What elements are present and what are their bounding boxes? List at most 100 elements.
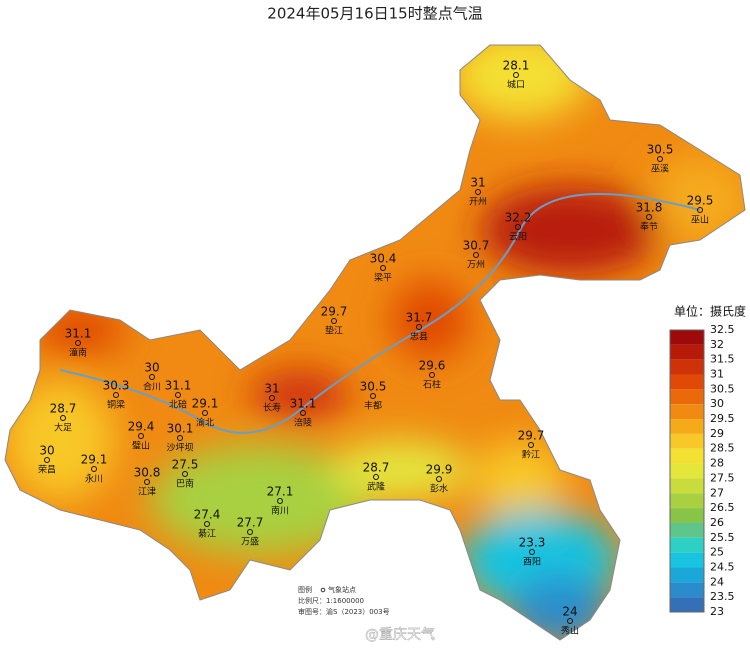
legend-label: 29.5 [710, 412, 735, 425]
station-marker [473, 252, 479, 258]
legend-swatch [670, 597, 704, 612]
station-value: 28.7 [50, 402, 77, 416]
legend-frame [669, 329, 705, 613]
station-value: 30.5 [360, 380, 387, 394]
station-marker [182, 471, 188, 477]
station-marker [515, 224, 521, 230]
legend-label: 23 [710, 605, 724, 618]
station-marker [429, 372, 435, 378]
legend-label: 25.5 [710, 531, 735, 544]
legend-label: 27.5 [710, 471, 735, 484]
station-name: 合川 [143, 381, 161, 393]
legend-swatch [670, 448, 704, 464]
station-name: 开州 [469, 197, 487, 208]
station-marker [144, 479, 150, 485]
station-marker [370, 393, 376, 399]
station-marker [657, 156, 663, 162]
legend-swatch [670, 344, 704, 360]
legend-station-icon [320, 587, 326, 593]
station-value: 27.4 [194, 508, 221, 522]
station-name: 酉阳 [523, 557, 541, 568]
station-value: 27.5 [172, 458, 199, 472]
station-marker [60, 415, 66, 421]
watermark: @重庆天气 [365, 627, 435, 643]
station-marker [175, 392, 181, 398]
station-value: 32.2 [505, 211, 532, 225]
station-marker [528, 442, 534, 448]
station-value: 30.3 [103, 379, 130, 393]
station-name: 潼南 [69, 347, 87, 359]
footnote-legend-label: 图例 [298, 585, 312, 594]
legend-swatch [670, 433, 704, 449]
station-marker [247, 529, 253, 535]
station-value: 31.1 [165, 379, 192, 393]
legend-label: 29 [710, 427, 724, 440]
station-marker [475, 189, 481, 195]
station-name: 梁平 [374, 272, 392, 284]
station-value: 29.9 [426, 463, 453, 477]
station-marker [331, 318, 337, 324]
station-name: 城口 [507, 80, 525, 91]
river [59, 193, 701, 434]
legend-label: 31 [710, 368, 724, 381]
station-marker [177, 435, 183, 441]
station-marker [416, 324, 422, 330]
station-name: 万州 [467, 260, 485, 271]
station-value: 30.8 [134, 466, 161, 480]
footnote-scale: 比例尺：1:1600000 [298, 596, 364, 605]
station-value: 27.1 [267, 485, 294, 499]
station-name: 巫山 [691, 215, 709, 226]
station-name: 垫江 [325, 325, 343, 337]
stations: 28.1 城口 30.5 巫溪 31 开州 29.5 巫山 32.2 云阳 31.8 奉节 30.7 万州… [38, 59, 713, 637]
station-value: 24 [562, 605, 577, 619]
legend-label: 24.5 [710, 560, 735, 573]
station-name: 巴南 [176, 478, 194, 490]
station-name: 荣昌 [38, 464, 56, 476]
legend-swatch [670, 582, 704, 598]
station-name: 南川 [271, 505, 289, 517]
station-name: 綦江 [198, 528, 216, 540]
footnote-approval: 审图号：渝S（2023）003号 [298, 607, 390, 616]
map-title: 2024年05月16日15时整点气温 [267, 5, 482, 23]
legend-swatch [670, 419, 704, 434]
legend-swatch [670, 537, 704, 553]
station-marker [269, 395, 275, 401]
station-marker [202, 410, 208, 416]
station-name: 巫溪 [651, 163, 669, 175]
legend-label: 28 [710, 457, 724, 470]
legend-swatch [670, 359, 704, 375]
station-value: 29.1 [192, 397, 219, 411]
station-name: 云阳 [509, 232, 527, 243]
station-name: 北碚 [169, 399, 187, 411]
station-marker [204, 521, 210, 527]
legend-swatch [670, 389, 704, 405]
station-value: 30.5 [647, 143, 674, 157]
station-name: 渝北 [196, 417, 214, 429]
station-marker [436, 476, 442, 482]
station-marker [646, 214, 652, 220]
legend-label: 32.5 [710, 323, 735, 336]
station-marker [91, 466, 97, 472]
station-value: 31.1 [290, 397, 317, 411]
legend-swatch [670, 508, 704, 523]
station-name: 江津 [138, 487, 156, 498]
legend-label: 23.5 [710, 590, 735, 603]
station-value: 23.3 [519, 536, 546, 550]
station-value: 29.7 [518, 429, 545, 443]
station-value: 27.7 [237, 516, 264, 530]
station-value: 30.4 [370, 252, 397, 266]
station-value: 29.4 [128, 420, 155, 434]
station-name: 彭水 [430, 483, 448, 495]
legend-label: 26.5 [710, 501, 735, 514]
station-name: 奉节 [640, 221, 658, 233]
legend-swatch [670, 463, 704, 479]
station-marker [75, 340, 81, 346]
station-marker [44, 457, 50, 463]
station-marker [513, 72, 519, 78]
station-marker [380, 265, 386, 271]
station-marker [113, 392, 119, 398]
legend-swatch [670, 522, 704, 538]
station-value: 28.7 [363, 461, 390, 475]
legend-label: 30.5 [710, 382, 735, 395]
